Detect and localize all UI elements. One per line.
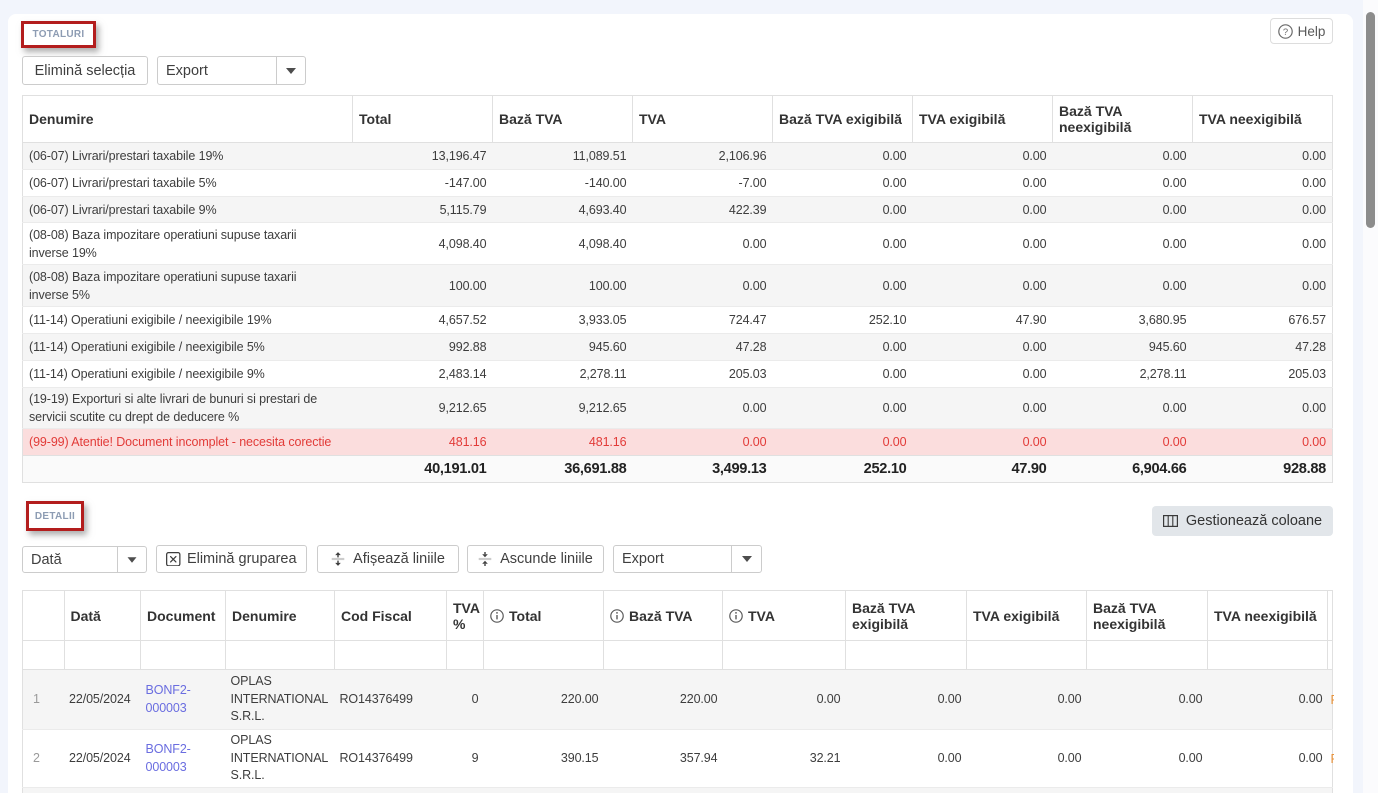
svg-text:?: ? bbox=[1282, 27, 1287, 38]
